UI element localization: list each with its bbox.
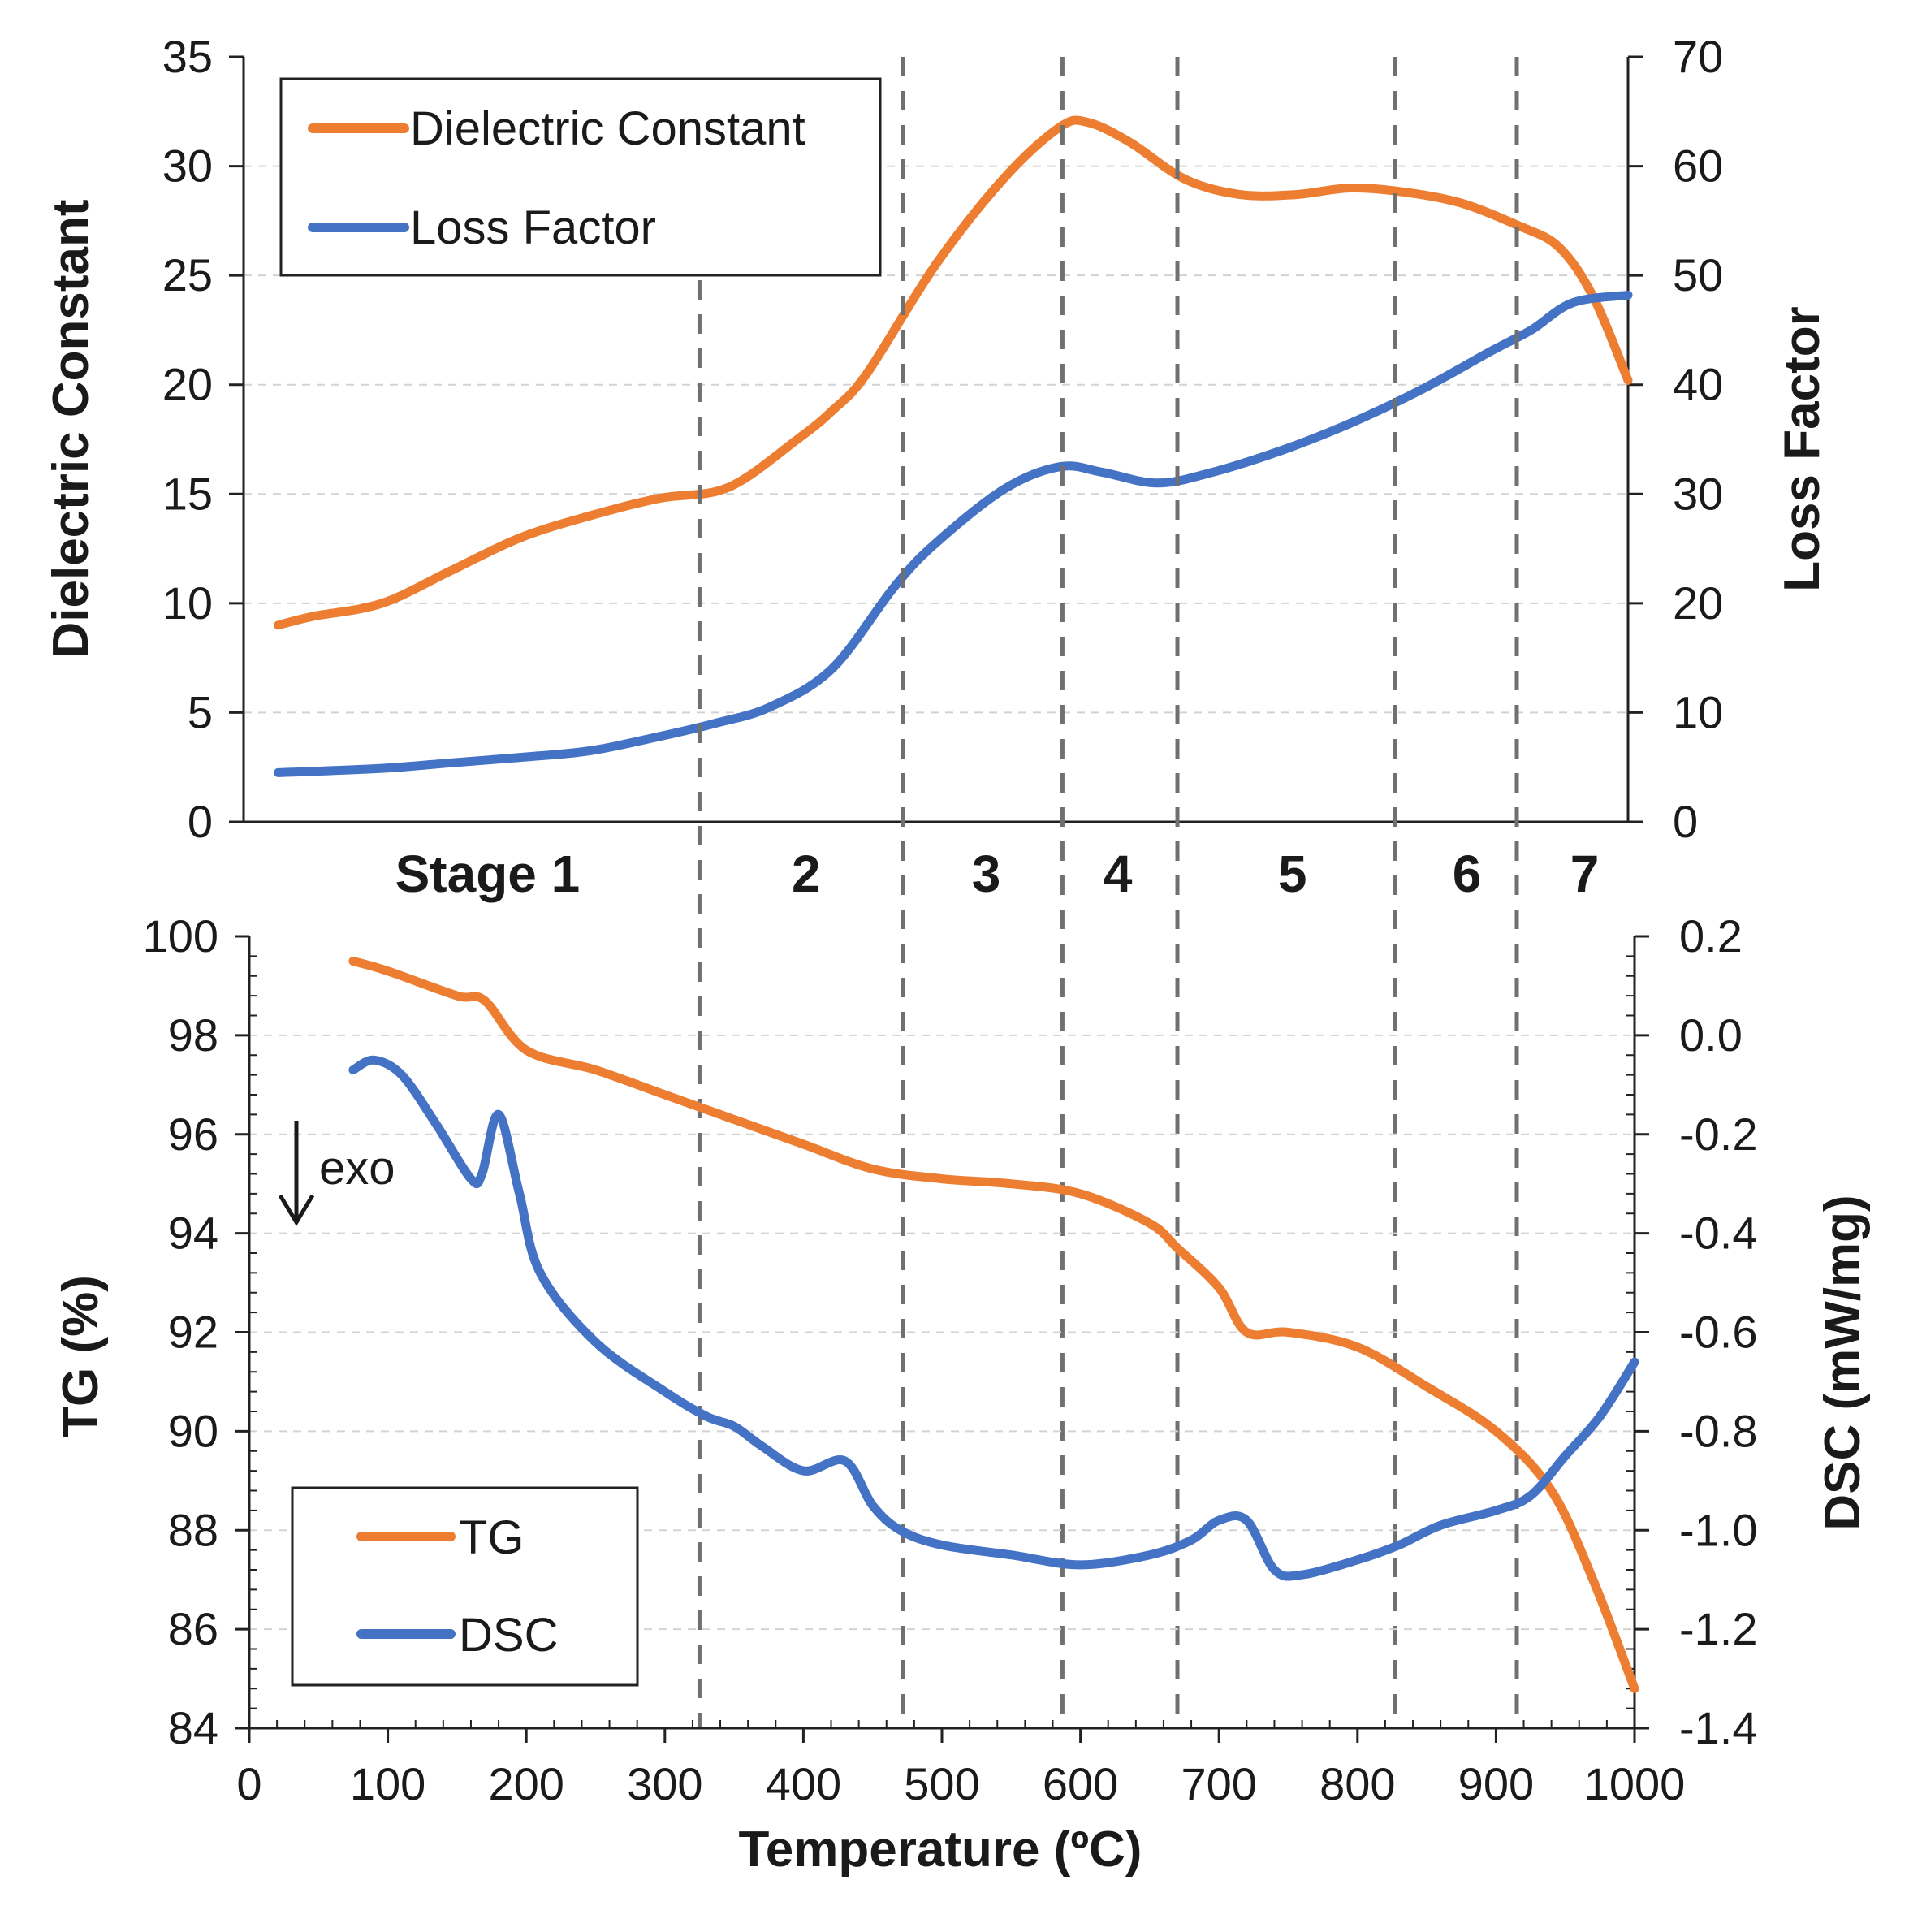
right-tick-label: 20 [1673, 577, 1723, 629]
bottom-series [348, 957, 1639, 1693]
series-line-dsc [348, 1055, 1639, 1581]
x-tick-label: 400 [766, 1758, 841, 1809]
right-tick-label: 0 [1673, 796, 1698, 847]
bottom-right-axis-title: DSC (mW/mg) [1815, 1195, 1871, 1530]
left-tick-label: 92 [168, 1307, 218, 1358]
right-tick-label: -0.4 [1679, 1208, 1758, 1259]
right-tick-label: -0.8 [1679, 1405, 1758, 1456]
x-tick-label: 200 [488, 1758, 564, 1809]
top-series [274, 115, 1633, 777]
left-tick-label: 88 [168, 1504, 218, 1555]
bottom-legend-box [291, 1486, 639, 1687]
stage-label: 3 [972, 845, 1001, 903]
stage-label: 6 [1453, 845, 1482, 903]
left-tick-label: 0 [188, 796, 213, 847]
stage-label: Stage 1 [395, 845, 581, 903]
legend-label-dielectric-constant: Dielectric Constant [410, 102, 805, 155]
series-line-loss-factor [274, 290, 1633, 777]
x-tick-label: 600 [1043, 1758, 1118, 1809]
legend-label-dsc: DSC [459, 1609, 558, 1662]
left-tick-label: 84 [168, 1702, 218, 1753]
right-tick-label: 50 [1673, 249, 1723, 300]
exo-label: exo [319, 1142, 395, 1195]
left-tick-label: 86 [168, 1603, 218, 1654]
right-tick-label: -0.2 [1679, 1109, 1758, 1160]
stage-label: 2 [792, 845, 821, 903]
bottom-left-axis-title: TG (%) [53, 1275, 109, 1437]
x-tick-label: 900 [1458, 1758, 1534, 1809]
legend-label-tg: TG [459, 1511, 525, 1564]
top-right-axis-title: Loss Factor [1774, 306, 1830, 591]
right-tick-label: 70 [1673, 31, 1723, 82]
exo-annotation: exo [278, 1121, 395, 1226]
stage-labels: Stage 1 2 3 4 5 6 7 [395, 845, 1600, 903]
left-tick-label: 10 [162, 577, 213, 629]
right-tick-label: 60 [1673, 140, 1723, 192]
stage-label: 4 [1104, 845, 1133, 903]
x-tick-label: 500 [904, 1758, 979, 1809]
right-tick-label: 10 [1673, 686, 1723, 737]
right-tick-label: -1.0 [1679, 1504, 1758, 1555]
stage-label: 5 [1278, 845, 1307, 903]
legend-label-loss-factor: Loss Factor [410, 201, 656, 254]
x-axis-title: Temperature (ºC) [739, 1822, 1142, 1878]
x-tick-label: 300 [627, 1758, 702, 1809]
right-tick-label: 40 [1673, 359, 1723, 410]
bottom-gridlines [249, 1034, 1635, 1631]
left-tick-label: 30 [162, 140, 213, 192]
right-tick-label: -1.2 [1679, 1603, 1758, 1654]
bottom-ticks: 84 86 88 90 92 94 96 98 100 -1.4 -1.2 -1.0 -0.8 -0.6 -… [143, 910, 1758, 1809]
left-tick-label: 15 [162, 468, 213, 519]
top-legend: Dielectric Constant Loss Factor [279, 77, 882, 277]
right-tick-label: 0.2 [1679, 910, 1743, 962]
series-line-tg [348, 957, 1639, 1693]
left-tick-label: 35 [162, 31, 213, 82]
bottom-legend: TG DSC [291, 1486, 639, 1687]
x-tick-label: 1000 [1584, 1758, 1686, 1809]
top-gridlines [244, 165, 1628, 714]
right-tick-label: -0.6 [1679, 1307, 1758, 1358]
right-tick-label: 0.0 [1679, 1009, 1743, 1061]
left-tick-label: 100 [143, 910, 218, 962]
series-line-dielectric-constant [274, 115, 1633, 630]
top-legend-box [279, 77, 882, 277]
exo-arrow-icon [278, 1194, 315, 1226]
x-tick-label: 0 [236, 1758, 261, 1809]
x-tick-label: 100 [350, 1758, 425, 1809]
left-tick-label: 98 [168, 1009, 218, 1061]
x-tick-label: 800 [1319, 1758, 1395, 1809]
bottom-axes [235, 935, 1649, 1743]
left-tick-label: 20 [162, 359, 213, 410]
dielectric-chart: 0 5 10 15 20 25 30 35 0 10 20 30 40 50 60 70 Dielectric… [43, 31, 1830, 847]
left-tick-label: 90 [168, 1405, 218, 1456]
top-left-axis-title: Dielectric Constant [43, 199, 99, 658]
left-tick-label: 5 [188, 686, 213, 737]
x-tick-label: 700 [1181, 1758, 1256, 1809]
stage-dividers [697, 57, 1519, 1728]
right-tick-label: -1.4 [1679, 1702, 1758, 1753]
left-tick-label: 94 [168, 1208, 218, 1259]
left-tick-label: 25 [162, 249, 213, 300]
tg-dsc-chart: 84 86 88 90 92 94 96 98 100 -1.4 -1.2 -1.0 -0.8 -0.6 -… [53, 910, 1871, 1878]
top-ticks: 0 5 10 15 20 25 30 35 0 10 20 30 40 50 60 70 [162, 31, 1724, 847]
left-tick-label: 96 [168, 1109, 218, 1160]
stage-label: 7 [1570, 845, 1600, 903]
right-tick-label: 30 [1673, 468, 1723, 519]
top-axes [229, 55, 1643, 823]
